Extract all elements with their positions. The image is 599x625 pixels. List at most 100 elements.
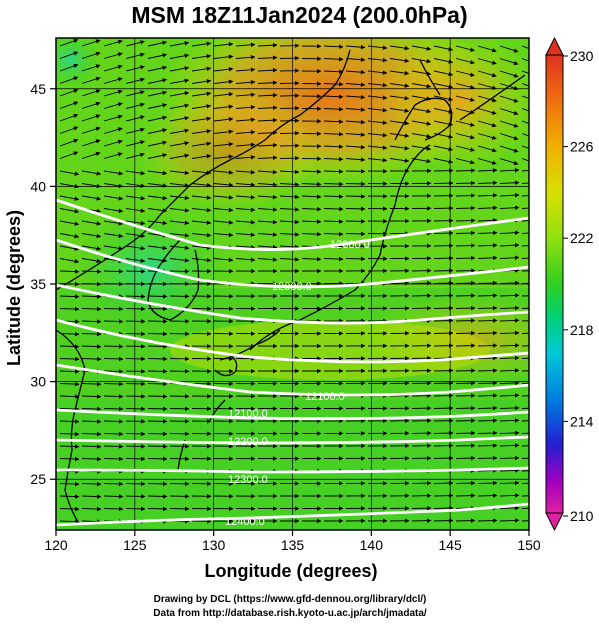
wind-arrow: [103, 369, 124, 374]
wind-arrow: [235, 195, 256, 200]
wind-arrow: [257, 232, 278, 237]
wind-arrow: [345, 107, 366, 112]
wind-arrow: [59, 51, 79, 59]
wind-arrow: [125, 90, 145, 97]
wind-arrow: [125, 115, 145, 122]
wind-arrow: [191, 154, 212, 159]
wind-arrow: [477, 443, 498, 448]
wind-arrow: [59, 394, 80, 399]
wind-arrow: [147, 40, 168, 47]
wind-arrow: [103, 152, 123, 159]
wind-arrow: [191, 257, 212, 263]
wind-arrow: [169, 208, 190, 213]
wind-arrow: [279, 169, 300, 175]
wind-arrow: [389, 120, 410, 126]
wind-arrow: [81, 170, 102, 176]
wind-arrow: [345, 244, 366, 249]
wind-arrow: [521, 520, 529, 522]
wind-arrow: [147, 90, 168, 97]
wind-arrow: [477, 145, 497, 153]
wind-arrow: [257, 117, 278, 123]
wind-arrow: [477, 108, 497, 115]
wind-arrow: [103, 233, 124, 239]
wind-arrow: [213, 154, 234, 160]
wind-arrow: [521, 482, 529, 484]
wind-arrow: [59, 331, 80, 337]
wind-arrow: [345, 194, 366, 199]
contour-label: 12100.0: [228, 408, 268, 420]
wind-arrow: [499, 343, 520, 348]
wind-arrow: [191, 195, 212, 200]
wind-arrow: [147, 294, 168, 299]
wind-arrow: [169, 91, 190, 97]
wind-arrow: [81, 195, 102, 201]
wind-arrow: [81, 294, 102, 299]
wind-arrow: [433, 430, 454, 436]
wind-arrow: [477, 193, 498, 198]
wind-arrow: [257, 155, 278, 160]
wind-arrow: [59, 431, 80, 437]
colorbar-body: [545, 54, 564, 514]
wind-arrow: [433, 58, 454, 64]
wind-arrow: [323, 56, 344, 62]
wind-arrow: [521, 457, 529, 459]
wind-arrow: [521, 245, 529, 247]
wind-arrow: [345, 94, 366, 100]
wind-arrow: [81, 258, 102, 264]
wind-arrow: [411, 145, 432, 151]
wind-arrow: [521, 70, 529, 74]
wind-arrow: [147, 128, 168, 134]
wind-arrow: [499, 158, 519, 166]
wind-arrow: [59, 381, 80, 387]
wind-arrow: [235, 104, 256, 110]
wind-arrow: [147, 506, 168, 512]
wind-arrow: [521, 145, 529, 149]
wind-arrow: [455, 45, 475, 52]
wind-arrow: [147, 170, 168, 176]
wind-arrow: [345, 256, 366, 262]
wind-arrow: [477, 480, 498, 486]
wind-arrow: [103, 506, 124, 512]
wind-arrow: [433, 443, 454, 448]
wind-arrow: [191, 182, 212, 188]
wind-arrow: [103, 183, 124, 189]
wind-vectors: [59, 38, 529, 524]
wind-arrow: [389, 133, 410, 138]
wind-arrow: [477, 70, 497, 78]
wind-arrow: [147, 481, 168, 487]
wind-arrow: [521, 257, 529, 259]
wind-arrow: [81, 89, 101, 97]
wind-arrow: [191, 66, 212, 72]
wind-arrow: [213, 129, 234, 135]
wind-arrow: [433, 505, 454, 511]
wind-arrow: [411, 95, 432, 101]
wind-arrow: [301, 194, 322, 199]
wind-arrow: [191, 79, 212, 84]
wind-arrow: [59, 444, 80, 449]
wind-arrow: [477, 205, 498, 211]
wind-arrow: [455, 455, 476, 461]
wind-arrow: [455, 405, 476, 411]
wind-arrow: [499, 455, 520, 461]
wind-arrow: [499, 480, 520, 486]
wind-arrow: [499, 380, 520, 386]
wind-arrow: [455, 145, 475, 152]
wind-arrow: [477, 418, 498, 423]
wind-arrow: [345, 231, 366, 237]
wind-arrow: [103, 170, 124, 176]
wind-arrow: [477, 393, 498, 398]
wind-arrow: [257, 130, 278, 135]
wind-arrow: [125, 140, 145, 147]
wind-arrow: [455, 83, 475, 90]
wind-arrow: [521, 382, 529, 384]
wind-arrow: [433, 368, 454, 373]
wind-arrow: [455, 318, 476, 323]
wind-arrow: [411, 158, 432, 164]
wind-arrow: [235, 42, 256, 47]
wind-arrow: [235, 170, 256, 175]
wind-arrow: [367, 95, 388, 100]
wind-arrow: [125, 102, 145, 109]
wind-arrow: [103, 419, 124, 424]
wind-arrow: [191, 54, 212, 59]
